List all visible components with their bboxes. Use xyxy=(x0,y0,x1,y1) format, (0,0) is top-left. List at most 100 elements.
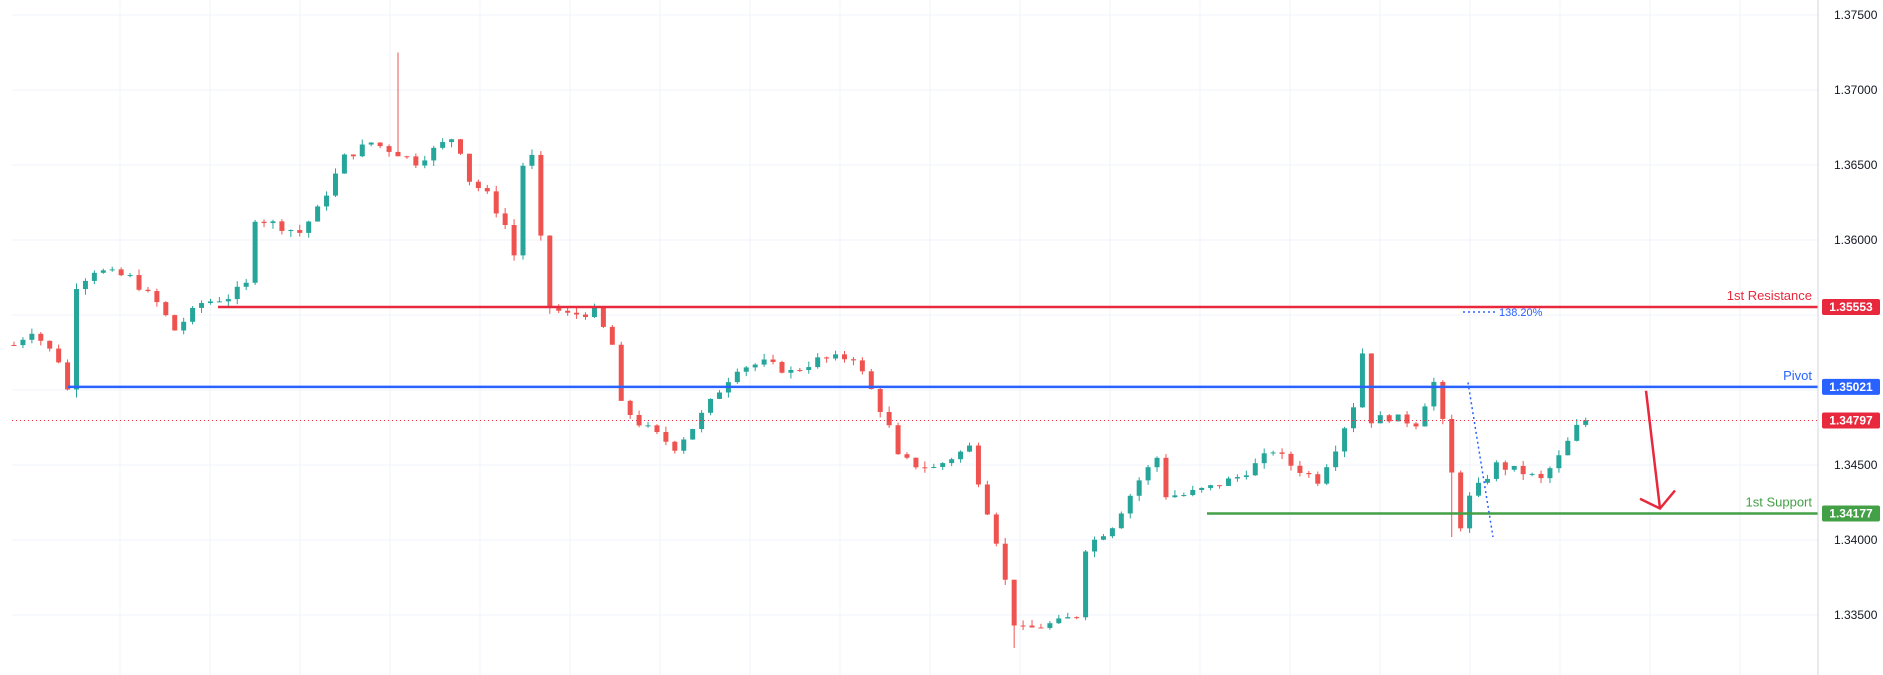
candle-body xyxy=(163,302,169,316)
candle-body xyxy=(645,425,651,427)
support-price-badge xyxy=(1822,505,1880,522)
candle-body xyxy=(824,357,830,359)
candle-body xyxy=(1297,465,1303,473)
candle-body xyxy=(475,181,481,189)
resistance-label: 1st Resistance xyxy=(1727,288,1812,303)
candle-body xyxy=(413,156,419,166)
candle-body xyxy=(1404,414,1410,424)
horizontal-levels: 1st Resistance Pivot 1st Support xyxy=(12,288,1818,515)
pivot-price-badge-text: 1.35021 xyxy=(1829,380,1873,394)
candle-body xyxy=(761,359,767,365)
candle-body xyxy=(627,400,633,415)
candle-body xyxy=(743,367,749,372)
candle-body xyxy=(1011,579,1017,626)
candle-body xyxy=(74,289,80,390)
candle-body xyxy=(11,345,17,346)
candle-body xyxy=(145,289,151,292)
candle-body xyxy=(1145,467,1151,481)
candle-body xyxy=(636,414,642,426)
candle-body xyxy=(1511,465,1517,470)
candle-body xyxy=(752,364,758,368)
candle-body xyxy=(1199,487,1205,490)
candle-body xyxy=(1413,423,1419,427)
candle-body xyxy=(1118,513,1124,529)
candle-body xyxy=(279,221,285,231)
candle-body xyxy=(868,371,874,390)
candle-body xyxy=(350,154,356,157)
candle-body xyxy=(931,466,937,468)
candle-body xyxy=(1574,424,1580,441)
candle-body xyxy=(984,484,990,515)
candle-body xyxy=(922,467,928,469)
candle-body xyxy=(1324,467,1330,484)
candle-body xyxy=(600,307,606,327)
price-axis-badges: 1.35553 1.35021 1.34177 1.34797 xyxy=(1822,299,1880,522)
candle-body xyxy=(618,344,624,401)
candle-body xyxy=(1100,536,1106,540)
candle-body xyxy=(172,315,178,331)
candle-body xyxy=(1136,480,1142,496)
candle-body xyxy=(913,457,919,468)
current-price-price-badge-text: 1.34797 xyxy=(1829,413,1873,427)
candle-body xyxy=(91,272,97,281)
candle-body xyxy=(1208,485,1214,488)
candle-body xyxy=(734,371,740,383)
candlestick-series xyxy=(11,52,1589,648)
candle-body xyxy=(1359,353,1365,408)
candle-body xyxy=(38,333,44,341)
candle-body xyxy=(850,359,856,361)
candle-body xyxy=(1368,353,1374,424)
candle-body xyxy=(1529,473,1535,475)
candle-body xyxy=(1020,625,1026,627)
candle-body xyxy=(1056,618,1062,624)
candle-body xyxy=(306,221,312,233)
candle-body xyxy=(1002,543,1008,580)
candle-body xyxy=(663,432,669,442)
candle-body xyxy=(1422,406,1428,427)
pivot-price-badge xyxy=(1822,378,1880,395)
candle-body xyxy=(1467,495,1473,529)
candle-body xyxy=(181,321,187,331)
candle-body xyxy=(1234,477,1240,479)
candle-body xyxy=(1333,451,1339,468)
candle-body xyxy=(806,367,812,371)
candle-body xyxy=(190,307,196,322)
candle-body xyxy=(716,392,722,399)
candle-body xyxy=(1484,478,1490,483)
candle-body xyxy=(431,147,437,161)
projection-arrow-shaft xyxy=(1644,390,1662,509)
candle-body xyxy=(493,191,499,214)
candle-body xyxy=(547,235,553,309)
candle-body xyxy=(1092,539,1098,552)
resistance-price-badge-text: 1.35553 xyxy=(1829,300,1873,314)
candle-body xyxy=(332,173,338,196)
price-axis[interactable]: 1.375001.370001.365001.360001.350001.345… xyxy=(1834,8,1878,622)
candle-body xyxy=(1065,617,1071,619)
grid-lines xyxy=(12,0,1818,675)
candle-body xyxy=(466,153,472,182)
candle-body xyxy=(458,139,463,154)
candle-body xyxy=(681,439,687,451)
chart-annotations: 138.20% xyxy=(1463,307,1676,538)
candle-body xyxy=(1538,473,1544,479)
candle-body xyxy=(484,188,490,192)
candle-body xyxy=(859,360,865,372)
price-tick-label: 1.33500 xyxy=(1834,608,1878,622)
candle-body xyxy=(1154,457,1160,468)
candle-body xyxy=(502,213,508,226)
candle-body xyxy=(583,314,589,318)
price-tick-label: 1.37500 xyxy=(1834,8,1878,22)
candle-body xyxy=(975,445,981,485)
candle-body xyxy=(520,165,526,256)
support-label: 1st Support xyxy=(1746,494,1813,509)
candle-body xyxy=(288,230,294,232)
candle-body xyxy=(82,280,88,290)
candle-body xyxy=(100,270,106,273)
candle-body xyxy=(841,354,847,360)
candle-body xyxy=(56,348,62,363)
candle-body xyxy=(886,411,892,426)
price-tick-label: 1.34500 xyxy=(1834,458,1878,472)
candle-body xyxy=(1386,415,1392,422)
candle-body xyxy=(779,361,785,373)
